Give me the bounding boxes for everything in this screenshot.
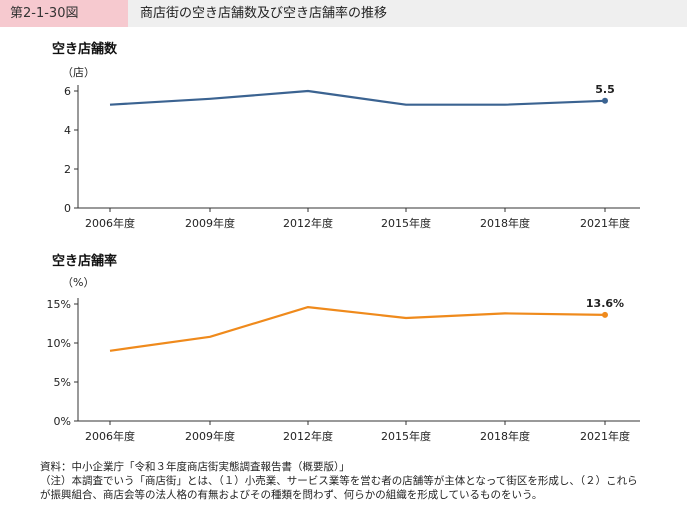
figure-header: 第2-1-30図 商店街の空き店舗数及び空き店舗率の推移 [0, 0, 687, 27]
x-tick-label: 2018年度 [480, 429, 530, 443]
figure-title: 商店街の空き店舗数及び空き店舗率の推移 [140, 6, 388, 21]
x-tick-label: 2006年度 [85, 429, 135, 443]
chart-vacant-stores: （店） 0 2 4 6 2006年度 2009年度 2012年度 2015年度 2018年度 202… [62, 65, 640, 230]
x-tick-label: 2021年度 [580, 216, 630, 230]
x-tick-label: 2012年度 [283, 429, 333, 443]
x-tick-label: 2006年度 [85, 216, 135, 230]
y-tick-label: 6 [64, 85, 71, 98]
y-axis-unit-label: （%） [62, 276, 94, 289]
y-tick-label: 2 [64, 163, 71, 176]
y-axis-unit-label: （店） [62, 65, 95, 79]
chart-title-vacant-stores: 空き店舗数 [52, 42, 118, 57]
x-tick-label: 2012年度 [283, 216, 333, 230]
note-line-2: が振興組合、商店会等の法人格の有無およびその種類を問わず、何らかの組織を形成して… [40, 489, 543, 501]
x-tick-label: 2018年度 [480, 216, 530, 230]
chart-title-vacancy-rate: 空き店舗率 [52, 254, 118, 269]
data-label-last: 13.6% [586, 297, 624, 310]
y-tick-label: 10% [47, 337, 71, 350]
note-line-1: （注）本調査でいう「商店街」とは、（１）小売業、サービス業等を営む者の店舗等が主… [40, 475, 638, 487]
figure-number: 第2-1-30図 [0, 0, 128, 27]
data-point-last [602, 311, 608, 318]
y-tick-label: 0 [64, 202, 71, 215]
y-tick-label: 0% [54, 415, 71, 428]
y-tick-label: 5% [54, 376, 71, 389]
x-tick-label: 2009年度 [185, 216, 235, 230]
series-line [109, 89, 606, 106]
notes: 資料：中小企業庁「令和３年度商店街実態調査報告書（概要版）」 （注）本調査でいう… [40, 460, 680, 502]
x-tick-label: 2015年度 [381, 429, 431, 443]
chart-vacancy-rate: （%） 0% 5% 10% 15% 2006年度 2009年度 2012年度 2015年度 201… [47, 276, 640, 443]
data-point-last [602, 97, 608, 104]
series-line [109, 305, 606, 352]
y-tick-label: 4 [64, 124, 71, 137]
x-tick-label: 2015年度 [381, 216, 431, 230]
data-label-last: 5.5 [595, 83, 615, 96]
y-tick-label: 15% [47, 298, 71, 311]
x-tick-label: 2021年度 [580, 429, 630, 443]
x-tick-label: 2009年度 [185, 429, 235, 443]
source-note: 資料：中小企業庁「令和３年度商店街実態調査報告書（概要版）」 [40, 461, 350, 473]
